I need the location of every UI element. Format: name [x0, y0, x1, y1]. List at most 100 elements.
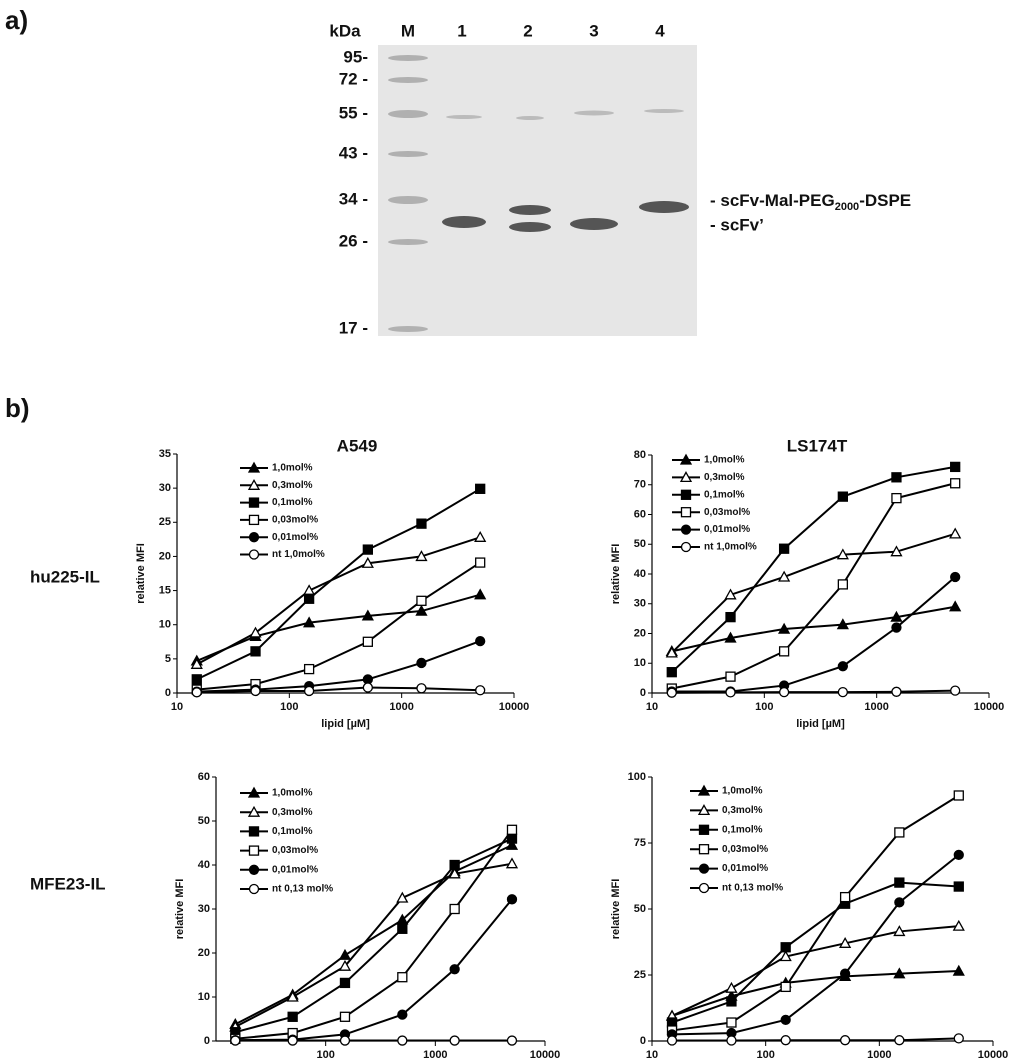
- gel: [378, 45, 697, 336]
- series-line: [671, 881, 959, 1024]
- legend-label: 0,3mol%: [272, 480, 313, 491]
- x-axis-label: lipid [µM]: [321, 718, 370, 730]
- marker: [950, 685, 961, 696]
- marker: [338, 959, 352, 971]
- marker: [780, 942, 791, 953]
- marker: [506, 894, 518, 905]
- y-axis-label: relative MFI: [610, 544, 622, 605]
- y-tick-label: 5: [165, 653, 171, 665]
- marker: [950, 478, 961, 489]
- marker: [726, 1035, 737, 1046]
- marker: [448, 867, 461, 879]
- legend-label: 1,0mol%: [722, 786, 763, 797]
- y-tick-label: 80: [634, 449, 646, 461]
- x-tick-label: 1000: [423, 1049, 447, 1061]
- series-line: [671, 532, 956, 654]
- marker: [303, 685, 315, 697]
- marker: [953, 849, 964, 861]
- marker: [397, 1035, 408, 1046]
- y-tick-label: 0: [640, 687, 646, 699]
- marker: [397, 972, 408, 983]
- x-tick-label: 10000: [499, 701, 530, 713]
- band-label: - scFv’: [710, 215, 764, 234]
- x-tick-label: 10000: [974, 701, 1005, 713]
- marker: [396, 891, 409, 903]
- series-line: [196, 640, 481, 693]
- legend-marker: [697, 804, 711, 816]
- marker: [250, 685, 261, 697]
- marker: [287, 1011, 298, 1022]
- marker: [506, 824, 518, 835]
- row-title: hu225-IL: [30, 567, 100, 586]
- series-line: [671, 970, 959, 1017]
- marker: [837, 579, 849, 590]
- y-tick-label: 40: [198, 859, 210, 871]
- marker: [475, 483, 486, 494]
- x-tick-label: 100: [755, 701, 773, 713]
- marker: [230, 1035, 241, 1046]
- series-line: [671, 689, 956, 694]
- marker: [724, 588, 737, 600]
- marker: [416, 595, 427, 606]
- marker: [338, 948, 352, 960]
- y-tick-label: 50: [634, 903, 646, 915]
- marker: [666, 667, 677, 678]
- y-tick-label: 0: [165, 687, 171, 699]
- legend-label: nt 1,0mol%: [272, 549, 325, 560]
- marker: [505, 838, 519, 850]
- x-tick-label: 100: [280, 701, 298, 713]
- marker: [475, 557, 486, 568]
- marker: [666, 687, 677, 698]
- legend-marker: [248, 845, 260, 856]
- legend-marker: [698, 863, 710, 874]
- series-line: [235, 898, 513, 1042]
- x-tick-label: 100: [316, 1049, 334, 1061]
- legend-marker: [247, 478, 261, 490]
- y-tick-label: 60: [634, 508, 646, 520]
- marker: [780, 981, 791, 993]
- marker: [893, 967, 906, 979]
- legend-label: 0,01mol%: [704, 524, 750, 535]
- marker: [949, 600, 962, 612]
- marker: [952, 919, 965, 931]
- marker: [839, 1035, 851, 1046]
- marker: [249, 626, 262, 638]
- marker: [416, 518, 427, 529]
- marker: [361, 609, 374, 621]
- column-title: A549: [337, 436, 378, 455]
- legend-marker: [248, 864, 260, 875]
- marker: [506, 1035, 518, 1046]
- legend-label: 1,0mol%: [272, 788, 313, 799]
- lane-label: 3: [589, 21, 598, 40]
- marker: [397, 1009, 408, 1020]
- y-tick-label: 100: [628, 771, 646, 783]
- marker-label: 95-: [343, 47, 368, 66]
- marker: [250, 646, 261, 657]
- y-tick-label: 20: [198, 947, 210, 959]
- series-line: [671, 794, 960, 1032]
- series-line: [196, 686, 481, 694]
- marker: [191, 674, 202, 685]
- legend-marker: [698, 882, 710, 894]
- series-line: [234, 844, 513, 1026]
- marker: [839, 968, 851, 979]
- marker: [725, 611, 736, 623]
- legend-label: 0,3mol%: [722, 805, 763, 816]
- marker: [362, 544, 374, 555]
- y-axis-label: relative MFI: [135, 543, 147, 604]
- y-tick-label: 10: [634, 657, 646, 669]
- series-line: [671, 854, 960, 1036]
- y-tick-label: 15: [159, 584, 171, 596]
- marker: [894, 827, 905, 838]
- legend-marker: [679, 471, 693, 483]
- chart: 0 5 10 15 20 25 30 35 10 100 1000 10000 lipid [µM] re…: [135, 448, 529, 730]
- lane-label: 2: [523, 21, 532, 40]
- legend-marker: [248, 532, 260, 543]
- marker: [449, 1035, 460, 1046]
- marker: [449, 859, 460, 871]
- marker: [361, 556, 374, 568]
- legend-label: 0,1mol%: [722, 824, 763, 835]
- marker-label: 72 -: [339, 69, 368, 88]
